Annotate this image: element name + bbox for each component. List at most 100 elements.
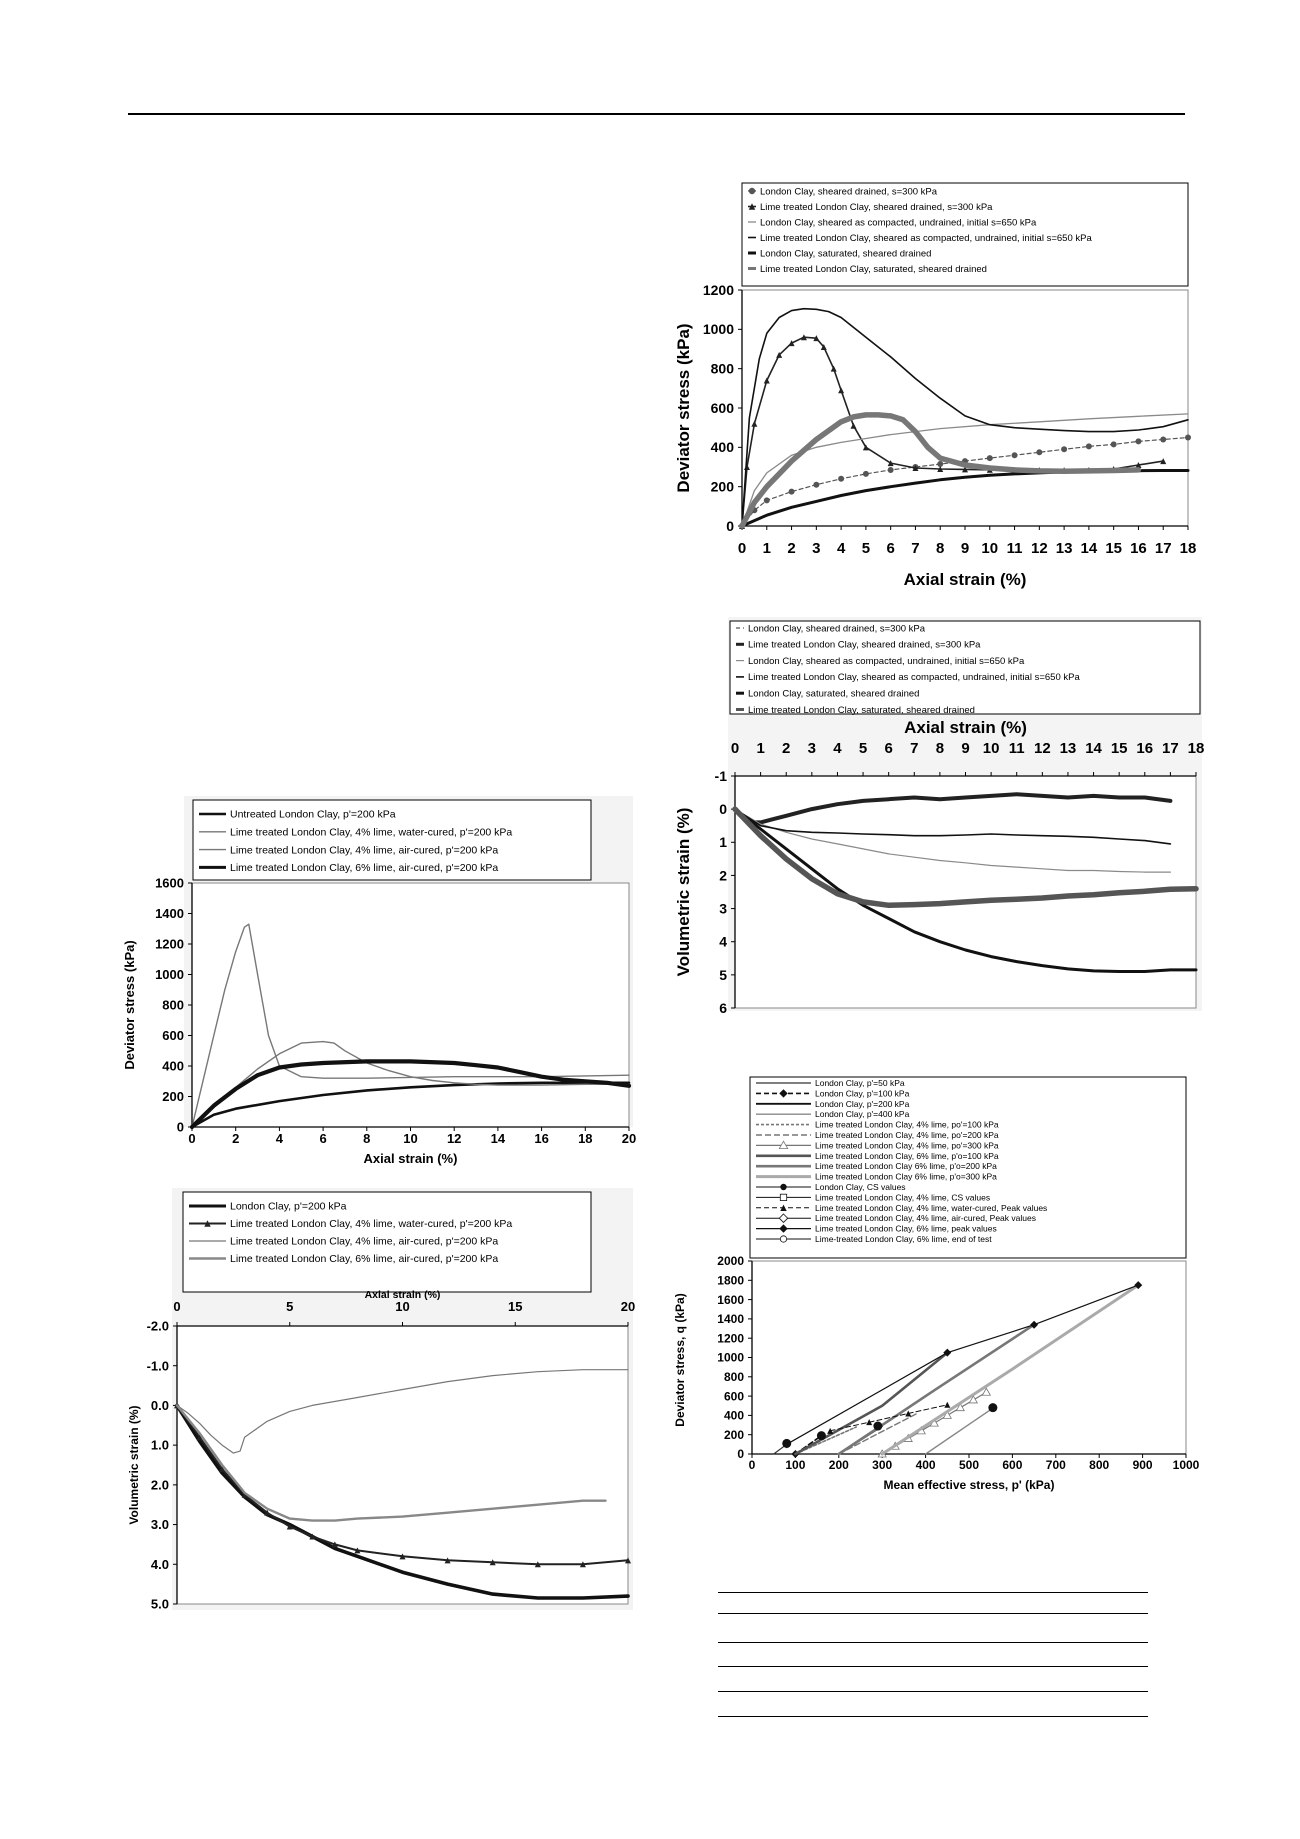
y-tick-label: 400 xyxy=(711,439,735,455)
y-tick-label: 200 xyxy=(711,479,735,495)
x-tick-label: 11 xyxy=(1007,540,1023,557)
x-tick-label: 12 xyxy=(1031,540,1048,557)
y-tick-label: 1600 xyxy=(717,1293,744,1307)
x-tick-label: 20 xyxy=(622,1131,636,1146)
plot-area xyxy=(741,289,1189,527)
data-point xyxy=(399,1553,406,1560)
x-tick-label: 15 xyxy=(1105,540,1122,557)
x-tick-label: 2 xyxy=(782,740,790,757)
x-tick-label: 3 xyxy=(812,540,820,557)
x-tick-label: 17 xyxy=(1162,740,1179,757)
data-point xyxy=(264,1509,271,1516)
data-point xyxy=(955,1402,966,1412)
legend-label: Lime treated London Clay, 6% lime, peak … xyxy=(815,1224,997,1234)
y-tick-label: 400 xyxy=(162,1059,184,1074)
data-point xyxy=(751,420,758,427)
x-tick-label: 1 xyxy=(756,740,764,757)
y-tick-label: 1000 xyxy=(717,1351,744,1365)
data-point xyxy=(937,465,944,472)
chart-A: London Clay, sheared drained, s=300 kPa L… xyxy=(674,179,1196,589)
data-point xyxy=(219,1465,226,1472)
data-point xyxy=(779,1089,788,1098)
x-tick-label: 13 xyxy=(1056,540,1073,557)
legend-label: Lime-treated London Clay, 6% lime, end o… xyxy=(815,1234,992,1244)
x-tick-label: 7 xyxy=(910,740,918,757)
x-tick-label: 18 xyxy=(578,1131,592,1146)
series-line xyxy=(786,1284,1139,1445)
legend-box xyxy=(749,1076,1187,1259)
x-tick-label: 12 xyxy=(447,1131,461,1146)
y-tick-label: 1600 xyxy=(155,876,184,891)
y-tick-label: 2000 xyxy=(717,1254,744,1268)
y-tick-label: -1.0 xyxy=(147,1358,169,1373)
data-point xyxy=(1110,441,1117,448)
x-tick-label: 500 xyxy=(959,1458,979,1472)
legend-label: Lime treated London Clay, 6% lime, p'o=1… xyxy=(815,1151,999,1161)
data-point xyxy=(1061,446,1068,453)
x-tick-label: 5 xyxy=(286,1299,293,1314)
table-rule xyxy=(718,1691,1148,1692)
x-tick-label: 4 xyxy=(276,1131,284,1146)
data-point xyxy=(779,1193,788,1201)
y-tick-label: 5.0 xyxy=(151,1597,169,1612)
y-axis-title: Deviator stress (kPa) xyxy=(674,323,693,492)
legend-label: London Clay, p'=50 kPa xyxy=(815,1078,905,1088)
x-tick-label: 15 xyxy=(1111,740,1128,757)
data-point xyxy=(763,497,770,504)
legend-label: Lime treated London Clay 6% lime, p'o=30… xyxy=(815,1172,997,1182)
series-line xyxy=(733,807,1198,973)
data-point xyxy=(241,1491,248,1498)
legend-box xyxy=(741,182,1189,287)
x-tick-label: 16 xyxy=(534,1131,548,1146)
series-line xyxy=(734,808,1172,873)
legend-label: London Clay, p'=200 kPa xyxy=(815,1099,910,1109)
data-point xyxy=(788,340,795,347)
x-tick-label: 7 xyxy=(911,540,919,557)
data-point xyxy=(1160,436,1167,443)
y-tick-label: 800 xyxy=(724,1370,744,1384)
data-point xyxy=(778,1140,789,1149)
x-tick-label: 5 xyxy=(862,540,870,557)
data-point xyxy=(800,334,807,341)
x-tick-label: 10 xyxy=(395,1299,409,1314)
x-tick-label: 14 xyxy=(1085,740,1102,757)
y-tick-label: 1000 xyxy=(155,967,184,982)
x-axis-title: Axial strain (%) xyxy=(904,570,1027,589)
header-rule xyxy=(128,113,1185,115)
data-point xyxy=(943,1348,952,1357)
data-point xyxy=(1085,443,1092,450)
x-tick-label: 15 xyxy=(508,1299,522,1314)
legend-label: Lime treated London Clay, 4% lime, water… xyxy=(815,1203,1047,1213)
data-point xyxy=(444,1557,451,1564)
data-point xyxy=(962,466,968,473)
legend-label: London Clay, sheared drained, s=300 kPa xyxy=(760,186,938,197)
x-tick-label: 800 xyxy=(1089,1458,1109,1472)
legend-label: Lime treated London Clay, 4% lime, po'=1… xyxy=(815,1120,999,1130)
series-line xyxy=(732,806,1199,909)
legend-box xyxy=(729,620,1201,715)
series-line xyxy=(837,1323,1036,1456)
data-point xyxy=(196,1434,203,1441)
y-tick-label: -2.0 xyxy=(147,1319,169,1334)
series-line xyxy=(733,792,1173,825)
legend-label: London Clay, sheared as compacted, undra… xyxy=(760,217,1037,228)
legend-label: Lime treated London Clay, saturated, she… xyxy=(748,705,975,716)
y-tick-label: 1200 xyxy=(155,937,184,952)
x-tick-label: 14 xyxy=(491,1131,506,1146)
table-rule xyxy=(718,1613,1148,1614)
y-tick-label: 600 xyxy=(711,400,735,416)
x-axis-title: Axial strain (%) xyxy=(904,718,1027,737)
y-tick-label: 0 xyxy=(737,1447,744,1461)
series-line xyxy=(924,1405,996,1455)
series-line xyxy=(741,307,1189,527)
data-point xyxy=(286,1523,293,1530)
series-line xyxy=(734,808,1172,845)
y-tick-label: 0 xyxy=(719,801,727,817)
x-tick-label: 2 xyxy=(787,540,795,557)
data-point xyxy=(1036,449,1043,456)
data-point xyxy=(968,1395,979,1404)
y-tick-label: 1400 xyxy=(155,906,184,921)
x-tick-label: 400 xyxy=(916,1458,936,1472)
x-axis-title: Axial strain (%) xyxy=(364,1151,458,1166)
